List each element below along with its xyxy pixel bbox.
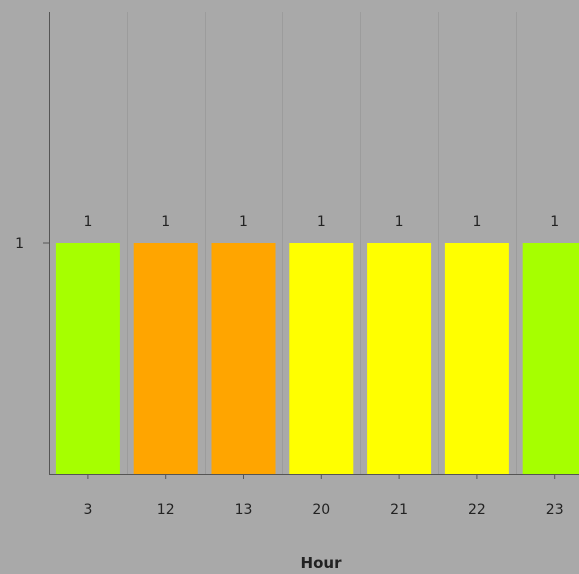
x-tick-label-13: 13 [235,502,253,518]
bar-hour-13[interactable] [211,243,276,474]
x-tick-label-20: 20 [312,502,330,518]
data-label-hour-20: 1 [317,214,326,230]
bar-hour-23[interactable] [522,243,579,474]
y-tick-label: 1 [15,236,24,252]
bar-hour-21[interactable] [367,243,432,474]
x-tick-label-12: 12 [157,502,175,518]
data-label-hour-23: 1 [550,214,559,230]
x-tick-labels: 3 12 13 20 21 22 23 [83,474,564,518]
x-tick-label-23: 23 [546,502,564,518]
bar-hour-3[interactable] [55,243,120,474]
data-label-hour-22: 1 [472,214,481,230]
bar-hour-12[interactable] [133,243,198,474]
bars [55,243,579,474]
gridlines [127,12,517,474]
data-label-hour-13: 1 [239,214,248,230]
data-labels: 1 1 1 1 1 1 1 [83,214,559,230]
axes [49,12,579,475]
x-tick-label-22: 22 [468,502,486,518]
x-tick-label-21: 21 [390,502,408,518]
data-label-hour-12: 1 [161,214,170,230]
y-tick-labels: 1 [15,236,49,252]
x-axis-title: Hour [301,554,343,572]
data-label-hour-21: 1 [395,214,404,230]
bar-hour-22[interactable] [444,243,509,474]
bar-hour-20[interactable] [289,243,354,474]
data-label-hour-3: 1 [83,214,92,230]
x-tick-label-3: 3 [83,502,92,518]
